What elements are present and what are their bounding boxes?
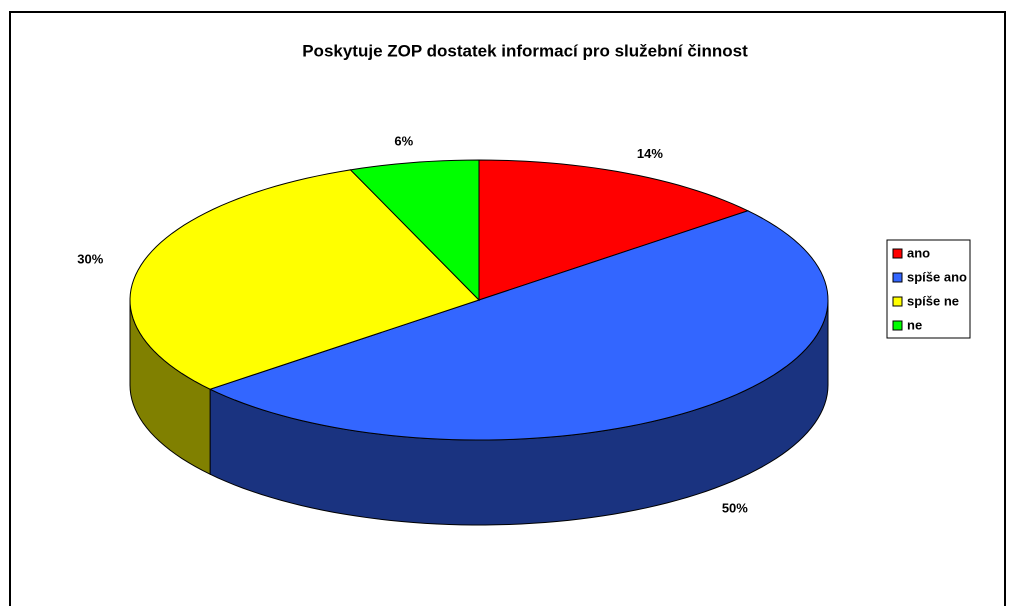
data-label: 6% xyxy=(394,133,413,148)
legend-swatch xyxy=(892,272,903,283)
data-label: 14% xyxy=(637,146,663,161)
legend-swatch xyxy=(892,296,903,307)
chart-title: Poskytuje ZOP dostatek informací pro slu… xyxy=(302,41,748,60)
pie-slice xyxy=(208,210,829,441)
pie-slice xyxy=(349,159,480,302)
data-label: 30% xyxy=(77,251,103,266)
legend-label: ano xyxy=(907,245,930,260)
legend-swatch xyxy=(892,320,903,331)
pie-slice xyxy=(478,159,750,301)
data-label: 50% xyxy=(722,500,748,515)
legend-label: ne xyxy=(907,317,922,332)
legend-label: spíše ne xyxy=(907,293,959,308)
legend-swatch xyxy=(892,248,903,259)
pie-slice xyxy=(129,169,480,390)
legend-label: spíše ano xyxy=(907,269,967,284)
